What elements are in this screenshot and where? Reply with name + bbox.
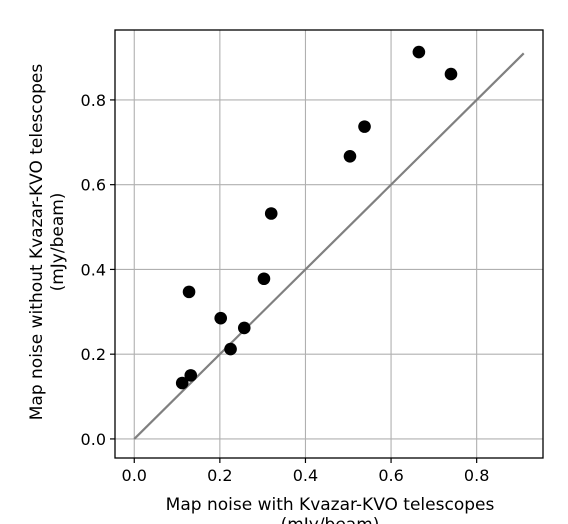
y-tick-label-4: 0.8: [81, 91, 106, 110]
plot-frame: [114, 29, 544, 459]
y-tick-label-2: 0.4: [81, 260, 106, 279]
y-tick-label-0: 0.0: [81, 430, 106, 449]
data-point-0: [175, 376, 189, 390]
reference-line-layer: [133, 52, 525, 440]
data-point-4: [224, 342, 237, 356]
y-axis-label: Map noise without Kvazar-KVO telescopes: [27, 64, 47, 421]
y-tick-label-3: 0.6: [81, 176, 106, 195]
data-point-7: [264, 207, 278, 220]
data-point-2: [182, 285, 196, 299]
data-points: [175, 45, 458, 390]
x-tick-label-0: 0.0: [122, 466, 147, 485]
data-point-10: [412, 45, 426, 59]
data-point-9: [358, 120, 371, 133]
x-axis-ticks: 0.0 0.2 0.4 0.6 0.8: [122, 458, 489, 485]
data-point-6: [257, 272, 271, 286]
y-axis-ticks: 0.0 0.2 0.4 0.6 0.8: [81, 91, 115, 449]
x-tick-label-1: 0.2: [207, 466, 232, 485]
data-point-11: [444, 67, 458, 81]
x-axis-label: Map noise with Kvazar-KVO telescopes: [166, 495, 495, 515]
grid-lines: [115, 30, 543, 458]
data-point-1: [184, 369, 198, 382]
data-point-3: [214, 311, 228, 325]
data-point-5: [237, 321, 251, 335]
y-tick-label-1: 0.2: [81, 345, 106, 364]
x-tick-label-4: 0.8: [464, 466, 489, 485]
reference-line: [133, 52, 525, 440]
x-tick-label-3: 0.6: [378, 466, 403, 485]
y-axis-label-units: (mJy/beam): [48, 193, 68, 292]
x-tick-label-2: 0.4: [293, 466, 318, 485]
x-axis-label-units: (mJy/beam): [281, 515, 380, 524]
data-point-8: [343, 149, 357, 163]
